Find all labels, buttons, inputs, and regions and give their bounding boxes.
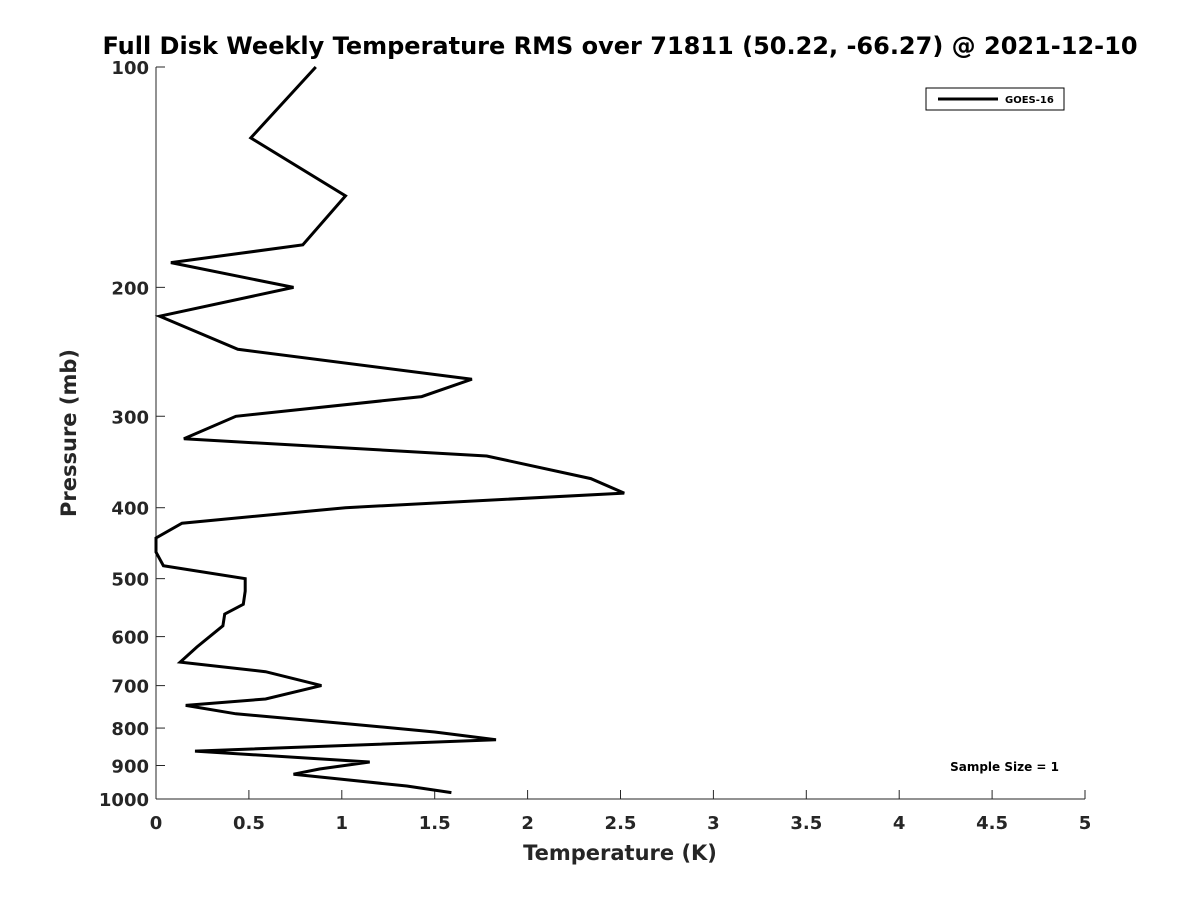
- x-axis-label: Temperature (K): [523, 841, 717, 865]
- series-layer: [154, 65, 625, 795]
- y-tick-label: 400: [111, 499, 149, 520]
- x-tick-label: 0: [150, 813, 163, 834]
- legend-label-goes-16: GOES-16: [1005, 95, 1054, 106]
- x-tick-label: 3.5: [790, 813, 822, 834]
- y-tick-label: 500: [111, 570, 149, 591]
- axes-background: [156, 67, 1085, 799]
- x-tick-label: 3: [707, 813, 720, 834]
- x-tick-label: 2: [521, 813, 534, 834]
- y-axis-label: Pressure (mb): [57, 349, 81, 517]
- y-tick-label: 900: [111, 757, 149, 778]
- x-tick-label: 2.5: [605, 813, 637, 834]
- plot-area: 0 0.5 1 1.5 2 2.5 3 3.5 4 4.5 5 100 200 300 400 500 600…: [99, 58, 1091, 834]
- sample-size-annotation: Sample Size = 1: [950, 760, 1059, 774]
- legend: GOES-16: [925, 87, 1065, 111]
- x-tick-label: 4.5: [976, 813, 1008, 834]
- series-line-goes-16: [154, 65, 625, 795]
- y-tick-label: 700: [111, 677, 149, 698]
- y-axis-ticks: 100 200 300 400 500 600 700 800 900 1000: [99, 58, 165, 811]
- y-tick-label: 300: [111, 407, 149, 428]
- x-tick-label: 0.5: [233, 813, 265, 834]
- x-tick-label: 1.5: [419, 813, 451, 834]
- y-tick-label: 200: [111, 278, 149, 299]
- y-tick-label: 1000: [99, 790, 149, 811]
- x-axis-ticks: 0 0.5 1 1.5 2 2.5 3 3.5 4 4.5 5: [150, 790, 1092, 834]
- y-tick-label: 800: [111, 719, 149, 740]
- x-tick-label: 1: [336, 813, 349, 834]
- chart-title: Full Disk Weekly Temperature RMS over 71…: [102, 32, 1137, 60]
- x-tick-label: 5: [1079, 813, 1092, 834]
- y-tick-label: 100: [111, 58, 149, 79]
- y-tick-label: 600: [111, 628, 149, 649]
- x-tick-label: 4: [893, 813, 906, 834]
